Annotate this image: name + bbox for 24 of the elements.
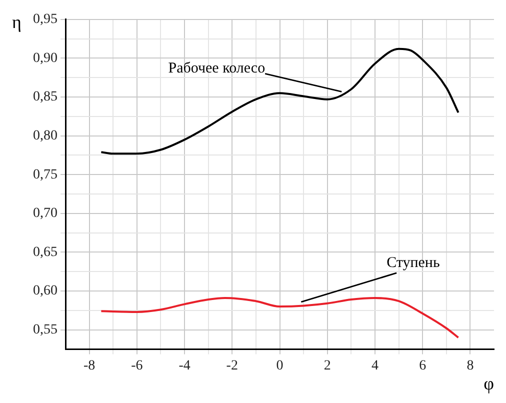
x-tick-label: 8: [466, 358, 474, 374]
line-series: [100, 296, 460, 339]
x-tick-label: 4: [371, 358, 378, 374]
annotation: Рабочее колесо: [168, 60, 266, 77]
y-tick-label: 0,75: [33, 167, 58, 182]
line-series: [100, 48, 460, 155]
x-tick-label: 0: [276, 358, 284, 374]
y-tick-label: 0,60: [33, 284, 58, 299]
y-tick-label: 0,70: [33, 206, 58, 222]
y-tick-label: 0,85: [33, 90, 58, 105]
x-tick-label: -6: [131, 358, 143, 374]
x-tick-label: 6: [419, 358, 426, 374]
x-tick-label: -2: [226, 358, 238, 374]
y-axis-title: η: [12, 12, 22, 32]
x-tick-label: -4: [178, 358, 190, 374]
annotation: Ступень: [386, 254, 440, 271]
y-tick-label: 0,90: [33, 50, 58, 66]
x-tick-label: 2: [324, 358, 331, 374]
y-tick-label: 0,80: [33, 128, 58, 144]
y-tick-label: 0,65: [33, 244, 58, 260]
y-tick-label: 0,55: [33, 322, 58, 338]
y-tick-label: 0,95: [33, 12, 58, 28]
x-tick-label: -8: [83, 358, 96, 374]
x-axis-title: φ: [484, 374, 494, 394]
